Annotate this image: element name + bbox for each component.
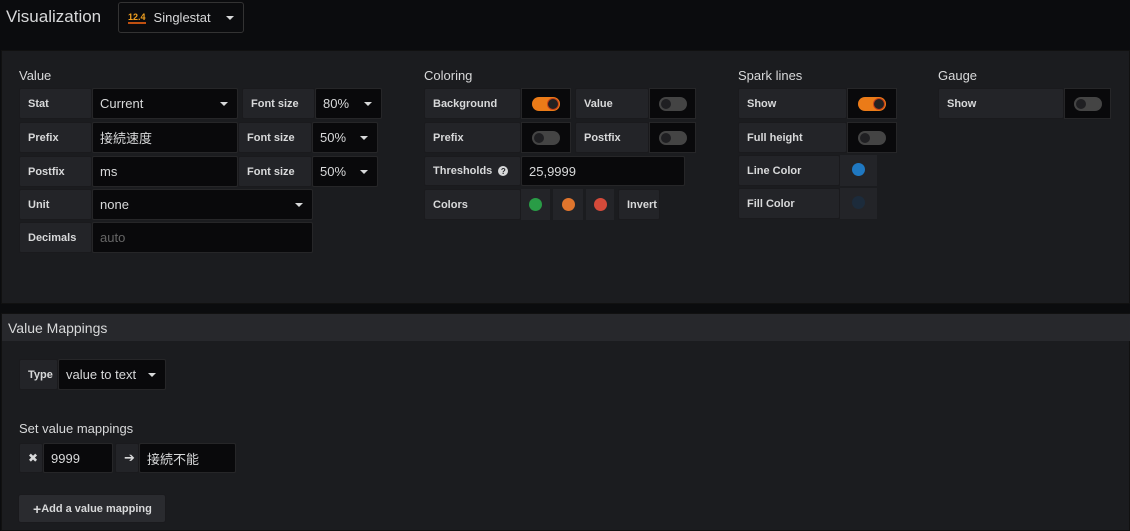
stat-font-size-select[interactable]: 80% (315, 88, 382, 119)
thresholds-label: Thresholds? (424, 156, 521, 186)
toggle-switch[interactable] (858, 130, 886, 145)
stat-select[interactable]: Current (92, 88, 238, 119)
unit-value: none (100, 197, 129, 212)
postfix-color-label: Postfix (575, 122, 649, 153)
decimals-label: Decimals (19, 222, 92, 253)
prefix-color-toggle[interactable] (521, 122, 571, 153)
chevron-down-icon (220, 101, 228, 106)
postfix-font-size-value: 50% (320, 164, 347, 179)
add-value-mapping-button[interactable]: + Add a value mapping (18, 494, 166, 523)
sparkline-show-label: Show (738, 88, 847, 119)
mapping-value-input[interactable]: 9999 (43, 443, 113, 473)
chevron-down-icon (360, 135, 368, 140)
colors-label: Colors (424, 189, 521, 220)
value-mappings-header: Value Mappings (2, 314, 1130, 341)
type-select[interactable]: value to text (58, 359, 166, 390)
page-title: Visualization (6, 7, 102, 26)
add-value-mapping-label: Add a value mapping (41, 502, 152, 515)
color-dot (529, 198, 542, 211)
arrow-right-icon: ➔ (115, 443, 139, 473)
mapping-text-input[interactable]: 接続不能 (139, 443, 236, 473)
help-icon[interactable]: ? (498, 166, 509, 176)
postfix-font-size-select[interactable]: 50% (312, 156, 378, 187)
prefix-color-label: Prefix (424, 122, 521, 153)
postfix-color-toggle[interactable] (649, 122, 696, 153)
gauge-show-toggle[interactable] (1064, 88, 1111, 119)
type-value: value to text (66, 367, 137, 382)
chevron-down-icon (295, 202, 303, 207)
toggle-switch[interactable] (658, 96, 687, 111)
font-size-label: Font size (242, 88, 315, 119)
stat-font-size-value: 80% (323, 96, 350, 111)
gauge-section-title: Gauge (938, 68, 978, 83)
sparkline-show-toggle[interactable] (847, 88, 897, 119)
value-color-label: Value (575, 88, 649, 119)
line-color-label: Line Color (738, 155, 840, 186)
font-size-label: Font size (238, 122, 312, 153)
background-toggle[interactable] (521, 88, 571, 119)
toggle-switch[interactable] (532, 96, 560, 111)
sparklines-section-title: Spark lines (738, 68, 803, 83)
invert-button[interactable]: Invert (618, 189, 660, 220)
color-dot (561, 198, 575, 211)
toggle-switch[interactable] (858, 96, 886, 111)
font-size-label: Font size (238, 156, 312, 187)
prefix-label: Prefix (19, 122, 92, 153)
chevron-down-icon (360, 169, 368, 174)
value-color-toggle[interactable] (649, 88, 696, 119)
value-mappings-panel (1, 313, 1130, 531)
postfix-input[interactable]: ms (92, 156, 238, 187)
chevron-down-icon (226, 15, 234, 20)
gauge-show-label: Show (938, 88, 1064, 119)
color-dot (852, 196, 865, 209)
thresholds-input[interactable]: 25,9999 (521, 156, 685, 186)
type-label: Type (19, 359, 58, 390)
decimals-input[interactable]: auto (92, 222, 313, 253)
full-height-label: Full height (738, 122, 847, 153)
toggle-switch[interactable] (1073, 96, 1102, 111)
postfix-label: Postfix (19, 156, 92, 187)
visualization-select-value: Singlestat (153, 10, 211, 25)
prefix-font-size-select[interactable]: 50% (312, 122, 378, 153)
thresholds-label-text: Thresholds (433, 165, 493, 177)
coloring-section-title: Coloring (424, 68, 473, 83)
fill-color-label: Fill Color (738, 188, 840, 219)
color-swatch-ok[interactable] (521, 189, 550, 220)
background-label: Background (424, 88, 521, 119)
line-color-swatch[interactable] (840, 155, 877, 186)
set-value-mappings-title: Set value mappings (19, 421, 134, 436)
toggle-switch[interactable] (532, 130, 560, 145)
color-dot (593, 198, 607, 211)
toggle-switch[interactable] (658, 130, 687, 145)
stat-value: Current (100, 96, 144, 111)
color-dot (852, 163, 865, 176)
color-swatch-warning[interactable] (553, 189, 583, 220)
stat-label: Stat (19, 88, 92, 119)
unit-select[interactable]: none (92, 189, 313, 220)
plus-icon: + (33, 500, 42, 517)
unit-label: Unit (19, 189, 92, 220)
color-swatch-critical[interactable] (586, 189, 614, 220)
prefix-font-size-value: 50% (320, 130, 347, 145)
chevron-down-icon (364, 101, 372, 106)
visualization-select[interactable]: 12.4 Singlestat (118, 2, 244, 33)
value-section-title: Value (19, 68, 52, 83)
prefix-input[interactable]: 接続速度 (92, 122, 238, 153)
singlestat-icon: 12.4 (128, 11, 146, 24)
remove-mapping-x-icon[interactable]: ✖ (19, 443, 43, 473)
fill-color-swatch[interactable] (840, 188, 877, 219)
chevron-down-icon (148, 372, 156, 377)
full-height-toggle[interactable] (847, 122, 897, 153)
